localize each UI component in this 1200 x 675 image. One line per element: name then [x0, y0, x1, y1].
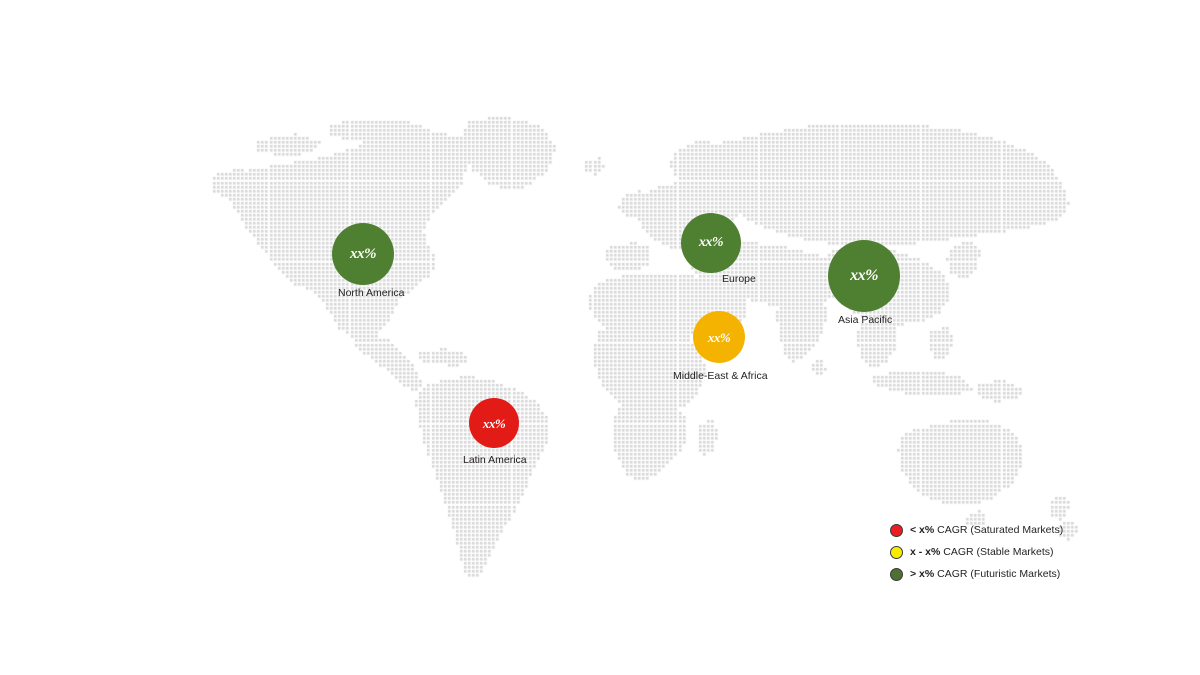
legend-suffix-legend-stable: CAGR (Stable Markets) — [940, 546, 1054, 558]
bubble-north-america[interactable]: xx% — [332, 223, 394, 285]
legend-dot-icon-legend-stable — [890, 545, 903, 559]
legend-prefix-legend-stable: x - x% — [910, 546, 941, 558]
region-label-asia-pacific: Asia Pacific — [838, 314, 893, 326]
bubble-asia-pacific[interactable]: xx% — [828, 240, 900, 312]
legend-row-legend-stable[interactable]: x - x% CAGR (Stable Markets) — [890, 541, 1090, 563]
legend-suffix-legend-saturated: CAGR (Saturated Markets) — [934, 524, 1064, 536]
legend-prefix-legend-saturated: < x% — [910, 524, 935, 536]
legend-prefix-legend-futuristic: > x% — [910, 568, 935, 580]
bubble-value-north-america: xx% — [350, 245, 377, 262]
legend: < x% CAGR (Saturated Markets) x - x% CAGR… — [890, 519, 1090, 585]
legend-label-legend-futuristic: > x% CAGR (Futuristic Markets) — [910, 568, 1060, 580]
bubble-europe[interactable]: xx% — [681, 213, 741, 273]
legend-dot-icon-legend-futuristic — [890, 567, 903, 581]
legend-row-legend-futuristic[interactable]: > x% CAGR (Futuristic Markets) — [890, 563, 1090, 585]
bubble-value-europe: xx% — [698, 235, 724, 250]
bubble-value-asia-pacific: xx% — [850, 267, 878, 284]
bubble-latin-america[interactable]: xx% — [469, 398, 519, 448]
legend-suffix-legend-futuristic: CAGR (Futuristic Markets) — [934, 568, 1061, 580]
bubble-value-latin-america: xx% — [482, 415, 506, 431]
region-label-north-america: North America — [338, 287, 405, 299]
legend-label-legend-saturated: < x% CAGR (Saturated Markets) — [910, 524, 1063, 536]
region-label-latin-america: Latin America — [463, 454, 527, 466]
bubble-value-middle-east-africa: xx% — [707, 329, 731, 345]
region-label-europe: Europe — [722, 273, 756, 285]
region-label-middle-east-africa: Middle-East & Africa — [673, 370, 768, 382]
legend-label-legend-stable: x - x% CAGR (Stable Markets) — [910, 546, 1054, 558]
bubble-middle-east-africa[interactable]: xx% — [693, 311, 745, 363]
legend-dot-icon-legend-saturated — [890, 523, 903, 537]
legend-row-legend-saturated[interactable]: < x% CAGR (Saturated Markets) — [890, 519, 1090, 541]
